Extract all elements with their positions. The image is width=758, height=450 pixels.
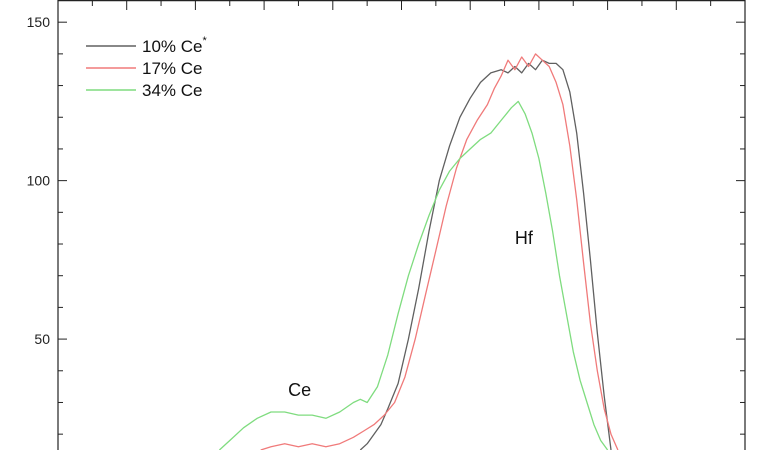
- legend-label-1: 10% Ce*: [142, 35, 207, 56]
- legend-label-3: 34% Ce: [142, 81, 202, 100]
- legend-label-2: 17% Ce: [142, 59, 202, 78]
- chart-axes: 50 100 150: [27, 0, 746, 450]
- annotation-ce: Ce: [288, 380, 311, 400]
- y-tick-label: 50: [34, 331, 50, 347]
- legend: 10% Ce* 17% Ce 34% Ce: [86, 35, 207, 100]
- series-line-2: [260, 53, 619, 450]
- chart-annotations: Ce Hf: [288, 228, 534, 400]
- series-line-1: [359, 59, 612, 450]
- legend-superscript: *: [202, 35, 207, 47]
- y-tick-label: 100: [27, 173, 51, 189]
- series-lines: [218, 53, 619, 450]
- y-tick-label: 150: [27, 14, 51, 30]
- series-line-3: [218, 100, 609, 450]
- annotation-hf: Hf: [515, 228, 534, 248]
